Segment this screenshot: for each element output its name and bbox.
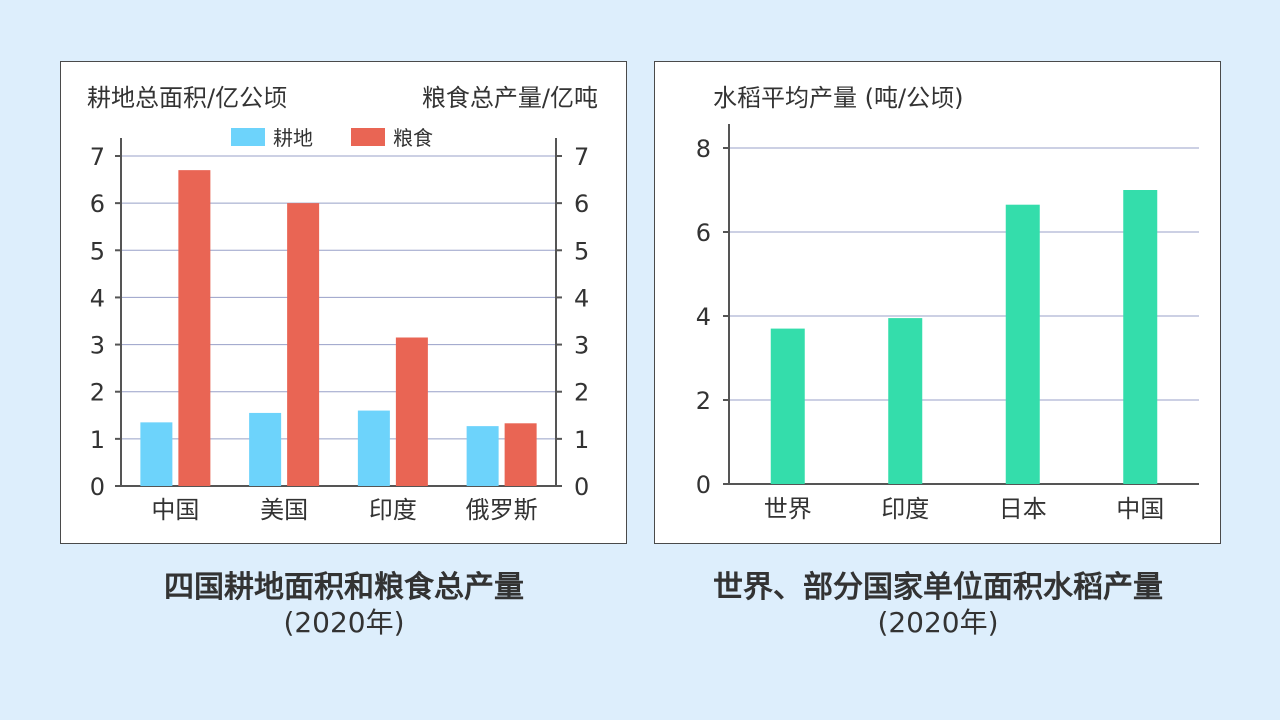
- cropland-bar: [140, 422, 173, 486]
- x-category-label: 日本: [999, 495, 1047, 523]
- right-y-tick-label: 2: [574, 379, 589, 407]
- y-tick-label: 4: [696, 303, 711, 331]
- cropland-bar: [249, 412, 282, 486]
- cropland-bar: [357, 410, 390, 486]
- legend-item-grain: 粮食: [351, 122, 433, 151]
- right-chart-caption-year: (2020年): [877, 606, 999, 639]
- rice-yield-bar-chart: 0 2 4 6 8 世界 印度 日本 中国: [696, 124, 1199, 523]
- legend-item-cropland: 耕地: [231, 122, 313, 151]
- x-category-label: 俄罗斯: [466, 496, 538, 524]
- chart-legend: 耕地 粮食: [231, 122, 471, 151]
- legend-swatch-cropland: [231, 127, 265, 146]
- cropland-grain-bar-chart: 0 0 1 1 2 2 3 3 4 4 5 5 6 6 7 7 中国 美国 印度 俄罗斯: [90, 138, 589, 524]
- legend-swatch-grain: [351, 127, 385, 146]
- left-chart-caption-title: 四国耕地面积和粮食总产量: [164, 570, 524, 605]
- right-chart-caption: 世界、部分国家单位面积水稻产量 (2020年): [658, 570, 1218, 640]
- rice-yield-chart-panel: 水稻平均产量 (吨/公顷) 0 2 4 6 8 世界 印度 日本 中国: [654, 61, 1221, 544]
- x-category-label: 世界: [764, 495, 812, 523]
- right-y-tick-label: 5: [574, 237, 589, 265]
- grain-bar: [395, 337, 428, 486]
- x-category-label: 美国: [260, 496, 308, 524]
- left-y-tick-label: 5: [90, 237, 105, 265]
- y-tick-label: 6: [696, 219, 711, 247]
- x-category-label: 中国: [151, 496, 199, 524]
- cropland-grain-chart-panel: 耕地总面积/亿公顷 粮食总产量/亿吨 耕地 粮食 0 0 1 1 2 2 3 3 4 4 5 5 6 6 7…: [60, 61, 627, 544]
- grain-bar: [178, 170, 211, 486]
- left-y-axis-label: 耕地总面积/亿公顷: [87, 84, 288, 112]
- x-category-label: 中国: [1116, 495, 1164, 523]
- x-category-label: 印度: [369, 496, 417, 524]
- left-y-tick-label: 2: [90, 379, 105, 407]
- left-y-tick-label: 7: [90, 143, 105, 171]
- right-y-tick-label: 1: [574, 426, 589, 454]
- left-y-tick-label: 4: [90, 284, 105, 312]
- grain-bar: [504, 423, 537, 486]
- x-category-label: 印度: [881, 495, 929, 523]
- y-tick-label: 0: [696, 471, 711, 499]
- left-chart-caption-year: (2020年): [283, 606, 405, 639]
- y-tick-label: 2: [696, 387, 711, 415]
- right-chart-caption-title: 世界、部分国家单位面积水稻产量: [713, 570, 1163, 605]
- right-y-tick-label: 0: [574, 473, 589, 501]
- left-chart-caption: 四国耕地面积和粮食总产量 (2020年): [64, 570, 624, 640]
- rice-yield-bar: [1123, 190, 1158, 484]
- cropland-bar: [466, 426, 499, 486]
- left-y-tick-label: 1: [90, 426, 105, 454]
- right-y-tick-label: 4: [574, 284, 589, 312]
- left-y-tick-label: 3: [90, 332, 105, 360]
- rice-y-axis-label: 水稻平均产量 (吨/公顷): [713, 84, 964, 112]
- left-y-tick-label: 0: [90, 473, 105, 501]
- legend-label-cropland: 耕地: [273, 126, 313, 150]
- right-y-tick-label: 7: [574, 143, 589, 171]
- left-y-tick-label: 6: [90, 190, 105, 218]
- right-y-tick-label: 6: [574, 190, 589, 218]
- right-y-tick-label: 3: [574, 332, 589, 360]
- grain-bar: [287, 203, 320, 486]
- right-y-axis-label: 粮食总产量/亿吨: [421, 84, 598, 112]
- legend-label-grain: 粮食: [393, 126, 433, 150]
- rice-yield-bar: [1005, 204, 1040, 484]
- rice-yield-bar: [770, 328, 805, 484]
- rice-yield-bar: [888, 318, 923, 484]
- y-tick-label: 8: [696, 135, 711, 163]
